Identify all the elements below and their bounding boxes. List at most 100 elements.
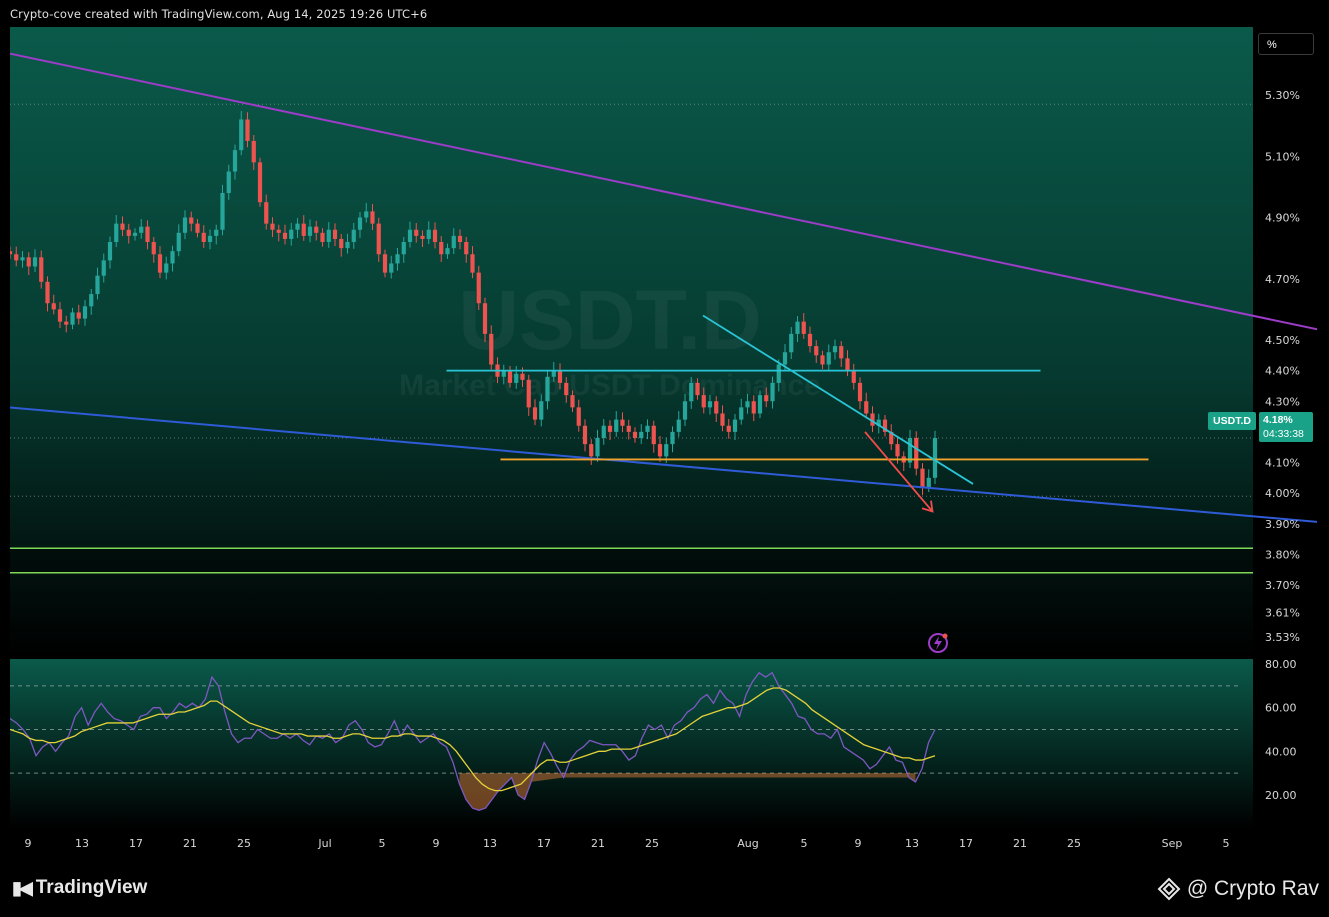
tradingview-logo[interactable]: ▮◀ TradingView <box>12 876 147 900</box>
candle-body <box>10 251 13 255</box>
candle-body <box>864 401 869 414</box>
last-price-tag: 4.18% 04:33:38 <box>1259 412 1313 442</box>
time-axis-tick-4: 25 <box>237 837 251 850</box>
candle-body <box>532 407 538 420</box>
candle <box>451 228 456 255</box>
candle-body <box>720 413 725 426</box>
candle <box>276 224 281 242</box>
candle <box>45 276 50 312</box>
candle <box>932 430 938 485</box>
candle <box>89 289 94 315</box>
candle <box>426 221 431 244</box>
candle-body <box>870 413 875 426</box>
candle-body <box>395 254 400 264</box>
price-axis-tick-3: 4.70% <box>1265 273 1300 286</box>
candle <box>326 222 331 248</box>
candle-body <box>620 419 625 426</box>
percent-scale-button[interactable]: % <box>1258 33 1314 55</box>
candle-body <box>207 235 213 242</box>
candle <box>301 215 306 241</box>
candle <box>507 366 513 388</box>
candle <box>164 256 169 280</box>
candle-body <box>157 254 163 273</box>
author-credit: @ Crypto Rav <box>1157 876 1319 902</box>
time-axis-tick-18: 25 <box>1067 837 1081 850</box>
candle-body <box>107 242 113 261</box>
candle-body <box>770 382 775 402</box>
candle-body <box>151 242 156 255</box>
candle-body <box>914 438 919 469</box>
time-axis-tick-20: 5 <box>1223 837 1230 850</box>
candle-body <box>732 419 738 432</box>
candle <box>64 315 69 333</box>
candle-body <box>232 150 238 172</box>
candle <box>95 267 100 300</box>
diamond-logo-icon <box>1157 877 1181 901</box>
candle <box>70 307 75 330</box>
candle-body <box>776 364 781 383</box>
candle <box>626 419 631 440</box>
candle-body <box>932 438 938 478</box>
candle <box>695 378 700 400</box>
candle-body <box>570 395 575 408</box>
candle-body <box>257 162 263 203</box>
candle-body <box>414 229 419 236</box>
candle <box>264 194 269 230</box>
candle-body <box>276 229 281 233</box>
candle <box>689 376 694 409</box>
candle <box>857 377 863 410</box>
price-axis-tick-12: 3.61% <box>1265 607 1300 620</box>
candle <box>501 364 506 385</box>
chart-frame[interactable]: USDT.D Market Cap USDT Dominance 5.30% 5.1… <box>10 27 1317 855</box>
candle <box>489 325 494 370</box>
author-credit-text: @ Crypto Rav <box>1186 877 1319 900</box>
rsi-axis-tick-2: 40.00 <box>1265 745 1297 758</box>
candle-body <box>520 373 525 380</box>
candle-body <box>626 425 631 432</box>
candle <box>870 406 875 433</box>
candle-body <box>220 193 225 230</box>
candle-body <box>889 431 894 445</box>
candle <box>251 135 256 171</box>
candle-body <box>714 401 719 414</box>
candle-body <box>314 226 319 233</box>
candle-body <box>651 425 656 445</box>
candle-body <box>95 275 100 295</box>
candle <box>345 233 350 254</box>
candle-body <box>20 257 25 261</box>
candle <box>745 394 750 414</box>
candle <box>676 411 681 437</box>
price-axis-tick-5: 4.40% <box>1265 365 1300 378</box>
candle <box>195 219 200 238</box>
candle <box>651 420 656 453</box>
candle <box>282 224 288 245</box>
candle-body <box>664 444 669 457</box>
candle-body <box>214 229 219 236</box>
candle-body <box>376 223 381 255</box>
candle <box>257 157 263 207</box>
candle <box>157 246 163 279</box>
candle-body <box>51 303 56 310</box>
candle-body <box>789 333 794 353</box>
candle-body <box>826 352 831 365</box>
candle-body <box>539 401 544 420</box>
candle-body <box>526 379 531 408</box>
tradingview-logo-icon: ▮◀ <box>12 877 33 898</box>
candle-body <box>401 242 406 255</box>
candle <box>839 341 844 367</box>
candle <box>889 424 894 451</box>
candle-body <box>670 431 675 445</box>
candle-body <box>895 444 900 457</box>
candle <box>851 363 856 390</box>
candle <box>820 350 825 370</box>
candle <box>351 222 356 249</box>
candle-body <box>289 229 294 239</box>
candle-body <box>589 444 594 457</box>
candle <box>245 112 250 148</box>
candle <box>232 144 238 180</box>
candle-body <box>745 401 750 408</box>
candle <box>789 327 794 360</box>
candle-body <box>439 242 444 255</box>
time-axis-tick-0: 9 <box>25 837 32 850</box>
